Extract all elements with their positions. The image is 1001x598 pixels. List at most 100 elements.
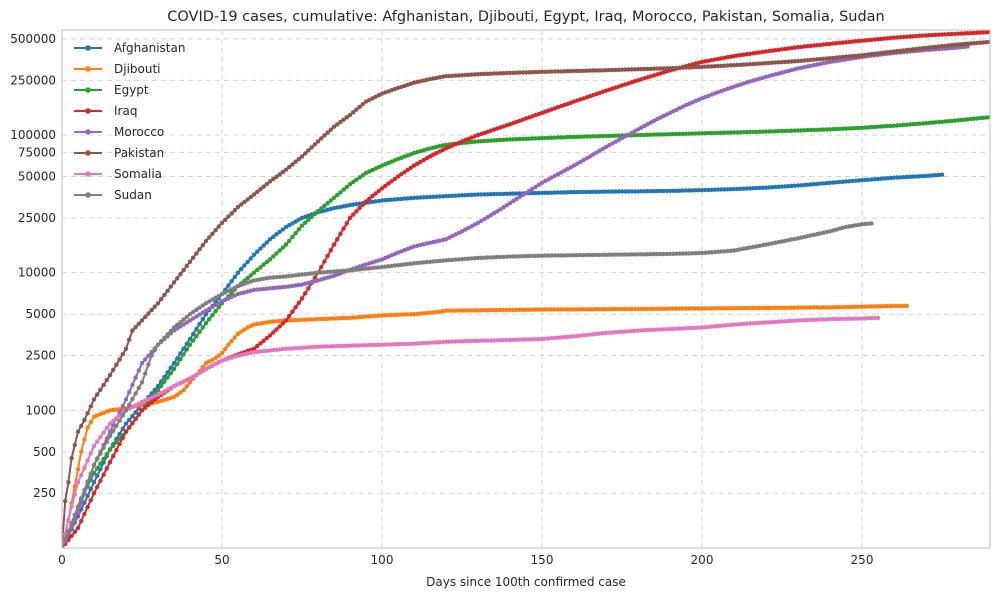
data-point (587, 189, 593, 195)
data-point (911, 174, 916, 179)
data-point (863, 304, 868, 309)
data-point (632, 328, 637, 333)
legend-item: Iraq (74, 104, 137, 118)
data-point (427, 310, 433, 315)
data-point (181, 352, 186, 357)
data-point (536, 136, 541, 141)
data-point (543, 307, 548, 312)
data-point (920, 173, 925, 179)
data-point (152, 397, 157, 402)
data-point (975, 30, 980, 35)
data-point (811, 317, 817, 322)
data-point (271, 275, 276, 280)
data-point (200, 325, 205, 330)
data-point (709, 250, 714, 255)
data-point (651, 327, 657, 332)
data-point (207, 299, 212, 304)
data-point (306, 271, 311, 276)
data-point (568, 307, 573, 312)
data-point (82, 465, 87, 470)
data-point (559, 335, 564, 340)
data-point (331, 242, 337, 247)
data-point (859, 178, 865, 183)
data-point (392, 197, 397, 202)
data-point (607, 252, 612, 257)
data-point (267, 179, 273, 184)
data-point (75, 429, 81, 434)
data-point (479, 71, 484, 77)
data-point (536, 69, 541, 75)
data-point (613, 139, 618, 144)
data-point (373, 265, 378, 270)
data-point (283, 346, 289, 351)
data-point (501, 337, 506, 343)
data-point (725, 306, 730, 311)
data-point (962, 31, 967, 36)
data-point (363, 314, 369, 319)
data-point (123, 408, 129, 413)
data-point (955, 45, 961, 50)
data-point (165, 288, 170, 293)
data-point (325, 316, 330, 321)
data-point (610, 306, 615, 312)
data-point (578, 333, 583, 338)
data-point (143, 371, 148, 376)
data-point (498, 137, 503, 143)
data-point (984, 115, 989, 120)
data-point (635, 328, 641, 333)
legend-item: Djibouti (74, 62, 161, 76)
data-point (747, 321, 753, 326)
data-point (107, 460, 113, 465)
data-point (232, 208, 237, 213)
data-point (552, 253, 557, 258)
data-point (434, 340, 439, 345)
data-point (687, 251, 692, 256)
data-point (117, 418, 122, 423)
data-point (517, 136, 522, 142)
data-point (776, 319, 781, 324)
data-point (344, 221, 349, 226)
data-point (968, 41, 973, 46)
data-point (354, 209, 359, 214)
data-point (690, 306, 695, 311)
data-point (559, 307, 564, 312)
data-point (722, 249, 727, 254)
data-point (696, 250, 701, 256)
data-point (690, 65, 695, 70)
data-point (754, 129, 759, 135)
data-point (440, 339, 445, 345)
data-point (139, 380, 145, 385)
data-point (85, 479, 90, 484)
data-point (210, 231, 215, 236)
data-point (459, 308, 465, 313)
data-point (411, 163, 417, 168)
data-point (498, 71, 503, 76)
data-point (664, 306, 669, 311)
data-point (338, 268, 343, 274)
data-point (757, 185, 762, 191)
data-point (751, 321, 756, 326)
data-point (763, 61, 769, 66)
data-point (95, 466, 100, 471)
data-point (171, 394, 177, 400)
legend-item: Pakistan (74, 146, 164, 160)
data-point (469, 308, 474, 313)
data-point (706, 306, 711, 311)
data-point (664, 132, 669, 137)
data-point (866, 221, 871, 226)
data-point (104, 377, 110, 383)
data-point (629, 252, 634, 257)
data-point (719, 323, 724, 328)
data-point (187, 312, 193, 317)
data-point (891, 303, 897, 309)
data-point (434, 309, 439, 315)
data-point (821, 127, 826, 132)
data-point (347, 182, 353, 187)
data-point (661, 306, 666, 311)
data-point (261, 348, 266, 354)
data-point (594, 150, 599, 155)
data-point (296, 217, 301, 222)
data-point (594, 189, 599, 194)
data-point (136, 321, 141, 326)
data-point (971, 30, 977, 36)
